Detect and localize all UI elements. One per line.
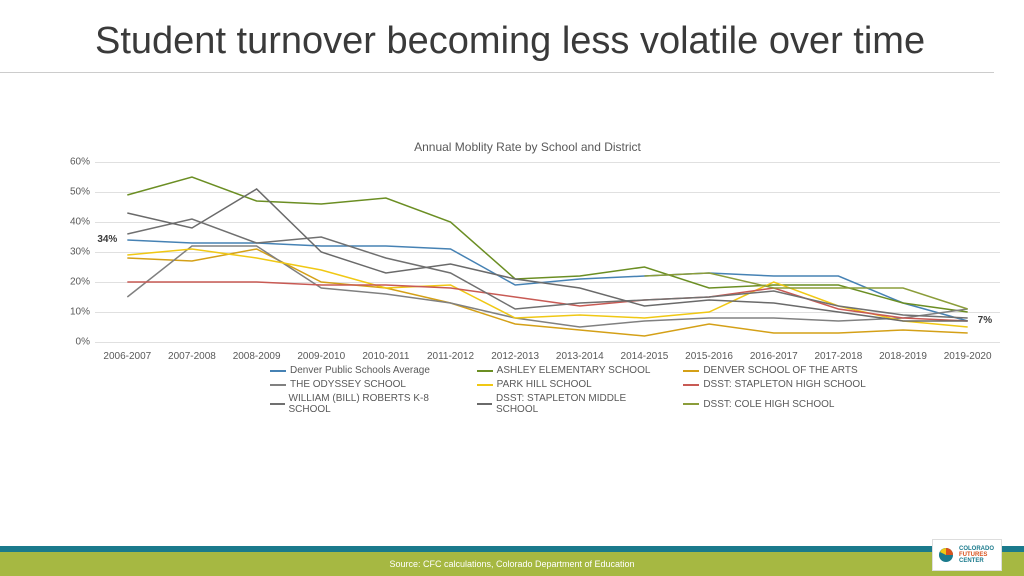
legend-item: DSST: STAPLETON MIDDLE SCHOOL	[477, 393, 664, 415]
x-tick: 2006-2007	[95, 351, 160, 362]
x-tick: 2008-2009	[224, 351, 289, 362]
legend-label: WILLIAM (BILL) ROBERTS K-8 SCHOOL	[289, 393, 457, 415]
logo-icon	[936, 545, 956, 565]
legend-item: THE ODYSSEY SCHOOL	[270, 379, 457, 390]
legend-item: Denver Public Schools Average	[270, 365, 457, 376]
legend-swatch	[270, 370, 286, 372]
legend-swatch	[270, 384, 286, 386]
legend-swatch	[270, 403, 285, 405]
x-tick: 2012-2013	[483, 351, 548, 362]
logo-text: COLORADO FUTURES CENTER	[959, 546, 994, 564]
y-axis: 0%10%20%30%40%50%60%	[55, 162, 95, 342]
chart-title: Annual Moblity Rate by School and Distri…	[55, 140, 1000, 154]
slide-title: Student turnover becoming less volatile …	[0, 0, 994, 73]
footer-green-bar: Source: CFC calculations, Colorado Depar…	[0, 552, 1024, 576]
legend-label: PARK HILL SCHOOL	[497, 379, 592, 390]
y-tick: 20%	[70, 277, 90, 288]
x-axis: 2006-20072007-20082008-20092009-20102010…	[95, 351, 1000, 362]
chart-lines	[95, 162, 1000, 342]
legend-swatch	[477, 403, 492, 405]
y-tick: 30%	[70, 247, 90, 258]
legend-item: ASHLEY ELEMENTARY SCHOOL	[477, 365, 664, 376]
legend-item: DSST: COLE HIGH SCHOOL	[683, 393, 870, 415]
x-tick: 2009-2010	[289, 351, 354, 362]
series-line	[127, 177, 967, 312]
legend-label: DSST: COLE HIGH SCHOOL	[703, 399, 834, 410]
legend-swatch	[683, 370, 699, 372]
x-tick: 2011-2012	[418, 351, 483, 362]
x-tick: 2017-2018	[806, 351, 871, 362]
x-tick: 2016-2017	[741, 351, 806, 362]
x-tick: 2007-2008	[160, 351, 225, 362]
footer-source: Source: CFC calculations, Colorado Depar…	[389, 559, 634, 569]
y-tick: 50%	[70, 187, 90, 198]
legend-item: WILLIAM (BILL) ROBERTS K-8 SCHOOL	[270, 393, 457, 415]
y-tick: 60%	[70, 157, 90, 168]
legend-item: PARK HILL SCHOOL	[477, 379, 664, 390]
legend-label: ASHLEY ELEMENTARY SCHOOL	[497, 365, 651, 376]
x-tick: 2013-2014	[547, 351, 612, 362]
legend-label: DSST: STAPLETON HIGH SCHOOL	[703, 379, 865, 390]
series-line	[644, 273, 967, 309]
legend-item: DENVER SCHOOL OF THE ARTS	[683, 365, 870, 376]
x-tick: 2018-2019	[871, 351, 936, 362]
x-tick: 2019-2020	[935, 351, 1000, 362]
series-line	[127, 219, 967, 318]
y-tick: 0%	[76, 337, 90, 348]
legend-swatch	[477, 370, 493, 372]
legend-label: THE ODYSSEY SCHOOL	[290, 379, 406, 390]
chart-legend: Denver Public Schools Average ASHLEY ELEM…	[270, 365, 870, 415]
y-tick: 40%	[70, 217, 90, 228]
x-tick: 2015-2016	[677, 351, 742, 362]
legend-item: DSST: STAPLETON HIGH SCHOOL	[683, 379, 870, 390]
x-tick: 2014-2015	[612, 351, 677, 362]
chart-end-label: 7%	[978, 315, 992, 326]
legend-swatch	[477, 384, 493, 386]
x-tick: 2010-2011	[354, 351, 419, 362]
chart-start-label: 34%	[97, 234, 117, 245]
y-tick: 10%	[70, 307, 90, 318]
legend-label: Denver Public Schools Average	[290, 365, 430, 376]
legend-swatch	[683, 384, 699, 386]
legend-label: DSST: STAPLETON MIDDLE SCHOOL	[496, 393, 663, 415]
legend-swatch	[683, 403, 699, 405]
cfc-logo: COLORADO FUTURES CENTER	[932, 539, 1002, 571]
plot-area: 0%10%20%30%40%50%60% 34% 7% 2006-2007200…	[55, 162, 1000, 342]
legend-label: DENVER SCHOOL OF THE ARTS	[703, 365, 857, 376]
chart-container: Annual Moblity Rate by School and Distri…	[55, 140, 1000, 440]
